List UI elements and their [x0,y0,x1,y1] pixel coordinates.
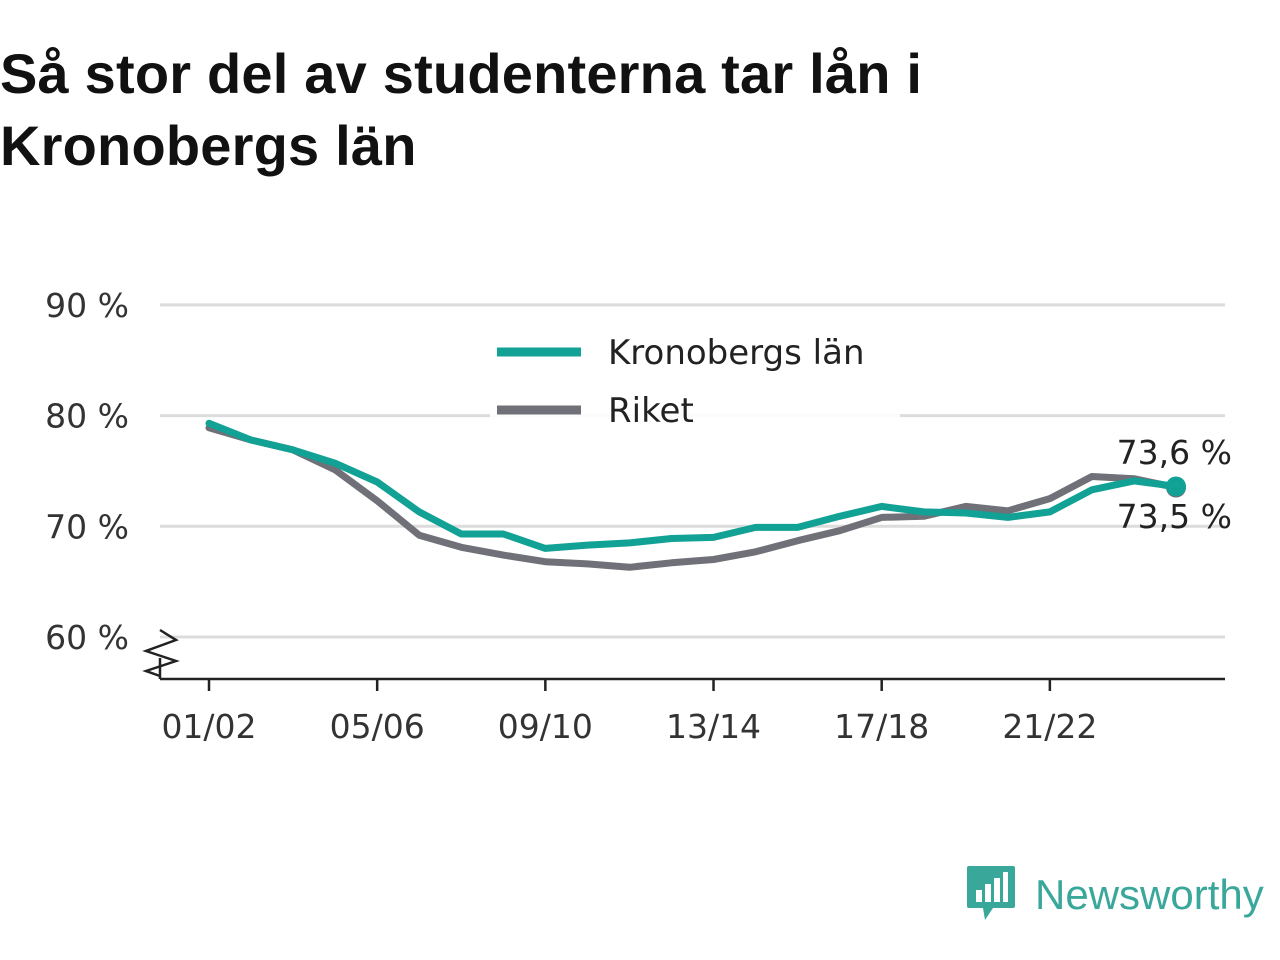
legend: Kronobergs län Riket [490,318,900,431]
x-tick-label: 09/10 [498,707,593,746]
chart-title: Så stor del av studenterna tar lån i Kro… [0,42,923,177]
end-value-label: 73,5 % [1117,497,1232,536]
series-line [205,419,1180,552]
x-tick-label: 17/18 [834,707,929,746]
x-axis-labels: 01/02 05/06 09/10 13/14 17/18 21/22 [161,679,1097,746]
legend-label: Kronobergs län [608,333,865,373]
series-line [205,424,1180,571]
end-value-label: 73,6 % [1117,433,1232,472]
y-tick-label: 80 % [45,397,129,436]
series-end-point [1166,476,1186,497]
y-tick-label: 70 % [45,507,129,546]
y-tick-label: 60 % [45,618,129,657]
x-tick-label: 01/02 [161,707,256,746]
brand-name: Newsworthy [1035,871,1264,918]
x-tick-label: 13/14 [666,707,761,746]
end-labels: 73,6 % 73,5 % [1117,433,1232,536]
x-axis [142,628,1225,681]
legend-label: Riket [608,391,694,431]
brand-logo[interactable]: Newsworthy [965,865,1264,925]
series-lines [205,419,1186,571]
y-tick-label: 90 % [45,286,129,325]
axis-break-icon [142,628,180,678]
x-tick-label: 05/06 [330,707,425,746]
y-axis-labels: 60 % 70 % 80 % 90 % [45,286,129,657]
newsworthy-logo-icon [965,864,1017,926]
x-tick-label: 21/22 [1002,707,1097,746]
